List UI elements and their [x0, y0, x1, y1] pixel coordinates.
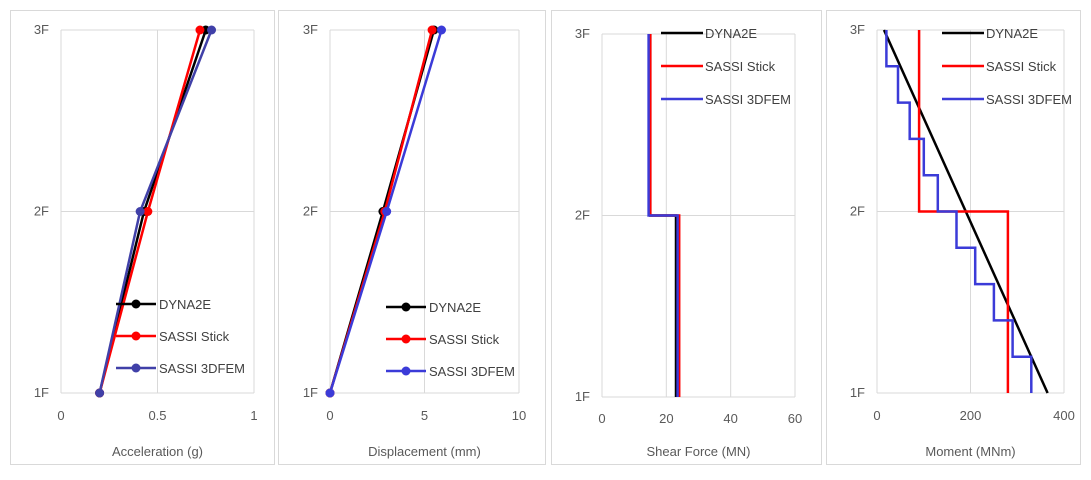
- displacement-legend-label-sassi-3dfem: SASSI 3DFEM: [429, 364, 515, 379]
- displacement-series-sassi-3dfem-point: [325, 388, 335, 398]
- shear-force-xtick-label: 60: [788, 411, 802, 426]
- displacement-legend-marker-dyna2e: [401, 302, 411, 312]
- displacement-chart-panel: 1F 2F 3F 0 5 10 Displacement (mm) DYNA2E SASSI S…: [278, 10, 546, 465]
- acceleration-legend-label-sassi-3dfem: SASSI 3DFEM: [159, 361, 245, 376]
- shear-force-x-axis-label: Shear Force (MN): [646, 444, 750, 459]
- acceleration-xtick-label: 1: [250, 408, 257, 423]
- acceleration-series-sassi-stick-point: [195, 25, 205, 35]
- displacement-xtick-label: 5: [421, 408, 428, 423]
- moment-series-sassi-stick-line: [917, 30, 1010, 393]
- acceleration-legend-marker-dyna2e: [131, 299, 141, 309]
- moment-chart-panel: 1F 2F 3F 0 200 400 Moment (MNm) DYNA2E SASSI Sti…: [826, 10, 1081, 465]
- displacement-legend-marker-sassi-stick: [401, 334, 411, 344]
- moment-ytick-label: 1F: [850, 385, 865, 400]
- acceleration-series-sassi-stick-point: [143, 207, 153, 216]
- shear-force-xtick-label: 40: [723, 411, 737, 426]
- acceleration-series-sassi-3dfem-point: [207, 25, 217, 35]
- shear-force-chart: 1F 2F 3F 0 20 40 60 Shear Force (MN) DYNA2E SASSI…: [575, 26, 802, 459]
- acceleration-ytick-label: 1F: [34, 385, 49, 400]
- acceleration-chart-panel: 1F 2F 3F 0 0.5 1 Acceleration (g) DYNA2E SASSI S…: [10, 10, 275, 465]
- displacement-legend-label-dyna2e: DYNA2E: [429, 300, 481, 315]
- moment-x-axis-label: Moment (MNm): [925, 444, 1015, 459]
- moment-xtick-label: 400: [1053, 408, 1075, 423]
- displacement-series-sassi-3dfem-point: [437, 25, 447, 35]
- acceleration-legend-label-dyna2e: DYNA2E: [159, 297, 211, 312]
- moment-legend-label-dyna2e: DYNA2E: [986, 26, 1038, 41]
- shear-force-legend-label-sassi-stick: SASSI Stick: [705, 59, 776, 74]
- moment-legend-label-sassi-3dfem: SASSI 3DFEM: [986, 92, 1072, 107]
- displacement-xtick-label: 10: [512, 408, 526, 423]
- acceleration-chart: 1F 2F 3F 0 0.5 1 Acceleration (g) DYNA2E SASSI S…: [34, 22, 258, 459]
- shear-force-xtick-label: 20: [659, 411, 673, 426]
- shear-force-ytick-label: 2F: [575, 208, 590, 223]
- acceleration-xtick-label: 0: [57, 408, 64, 423]
- displacement-x-axis-label: Displacement (mm): [368, 444, 481, 459]
- shear-force-ytick-label: 1F: [575, 389, 590, 404]
- acceleration-ytick-label: 2F: [34, 204, 49, 219]
- displacement-legend-marker-sassi-3dfem: [401, 366, 411, 376]
- shear-force-xtick-label: 0: [598, 411, 605, 426]
- moment-legend-label-sassi-stick: SASSI Stick: [986, 59, 1057, 74]
- displacement-chart: 1F 2F 3F 0 5 10 Displacement (mm) DYNA2E SASSI S…: [303, 22, 526, 459]
- acceleration-x-axis-label: Acceleration (g): [112, 444, 203, 459]
- moment-series-sassi-3dfem-line: [885, 30, 1033, 393]
- moment-ytick-label: 2F: [850, 204, 865, 219]
- displacement-ytick-label: 2F: [303, 204, 318, 219]
- displacement-series-sassi-stick-point: [427, 25, 437, 35]
- shear-force-ytick-label: 3F: [575, 26, 590, 41]
- acceleration-xtick-label: 0.5: [148, 408, 166, 423]
- displacement-series-sassi-3dfem-point: [382, 207, 392, 216]
- moment-xtick-label: 0: [873, 408, 880, 423]
- shear-force-legend-label-sassi-3dfem: SASSI 3DFEM: [705, 92, 791, 107]
- acceleration-legend-marker-sassi-stick: [131, 331, 141, 341]
- displacement-legend-label-sassi-stick: SASSI Stick: [429, 332, 500, 347]
- acceleration-series-sassi-3dfem-point: [95, 388, 105, 398]
- displacement-xtick-label: 0: [326, 408, 333, 423]
- shear-force-legend-label-dyna2e: DYNA2E: [705, 26, 757, 41]
- moment-xtick-label: 200: [960, 408, 982, 423]
- displacement-ytick-label: 3F: [303, 22, 318, 37]
- displacement-ytick-label: 1F: [303, 385, 318, 400]
- moment-chart: 1F 2F 3F 0 200 400 Moment (MNm) DYNA2E SASSI Sti…: [850, 22, 1075, 459]
- shear-force-chart-panel: 1F 2F 3F 0 20 40 60 Shear Force (MN) DYNA2E SASSI…: [551, 10, 822, 465]
- moment-ytick-label: 3F: [850, 22, 865, 37]
- acceleration-legend-marker-sassi-3dfem: [131, 363, 141, 373]
- shear-force-series-sassi-3dfem-line: [647, 34, 679, 397]
- acceleration-legend-label-sassi-stick: SASSI Stick: [159, 329, 230, 344]
- acceleration-ytick-label: 3F: [34, 22, 49, 37]
- acceleration-series-sassi-3dfem-point: [135, 207, 145, 216]
